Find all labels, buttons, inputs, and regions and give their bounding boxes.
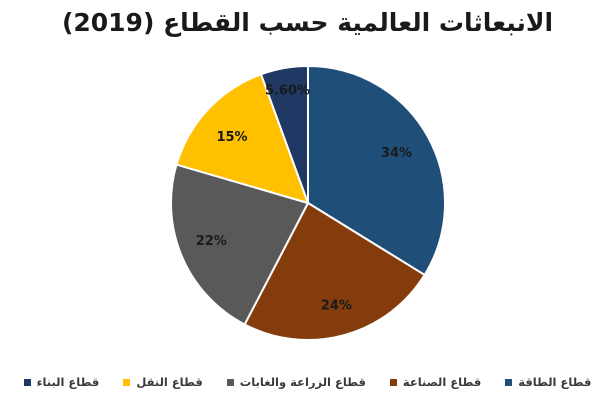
pie-slice-5 xyxy=(259,64,309,204)
legend-label-3: قطاع الزراعة والغابات xyxy=(239,375,366,389)
legend-swatch-5 xyxy=(23,378,31,386)
slice-label-5: 5.60% xyxy=(265,83,310,98)
legend-label-1: قطاع الطاقة xyxy=(518,375,592,389)
legend-item-5: قطاع البناء xyxy=(23,375,100,389)
legend-item-2: قطاع الصناعة xyxy=(389,375,482,389)
slice-label-2: 24% xyxy=(321,299,352,314)
legend-item-4: قطاع النقل xyxy=(123,375,203,389)
slice-label-1: 34% xyxy=(381,146,412,161)
slice-label-4: 15% xyxy=(216,130,247,145)
legend-swatch-4 xyxy=(123,378,131,386)
legend-swatch-3 xyxy=(226,378,234,386)
legend-label-5: قطاع البناء xyxy=(36,375,100,389)
pie-slice-4 xyxy=(175,73,310,205)
pie-slice-1 xyxy=(307,64,446,277)
legend-swatch-2 xyxy=(389,378,397,386)
legend: قطاع الطاقة قطاع الصناعة قطاع الزراعة والغ… xyxy=(0,371,615,393)
legend-item-3: قطاع الزراعة والغابات xyxy=(226,375,366,389)
legend-label-4: قطاع النقل xyxy=(136,375,203,389)
legend-swatch-1 xyxy=(505,378,513,386)
chart-title: الانبعاثات العالمية حسب القطاع (2019) xyxy=(61,8,554,37)
slice-label-3: 22% xyxy=(196,234,227,249)
pie-chart: 34% 24% 22% 15% 5.60% xyxy=(170,64,446,341)
legend-label-2: قطاع الصناعة xyxy=(402,375,482,389)
legend-item-1: قطاع الطاقة xyxy=(505,375,591,389)
pie-slice-3 xyxy=(170,163,310,326)
pie-slice-2 xyxy=(243,201,426,341)
